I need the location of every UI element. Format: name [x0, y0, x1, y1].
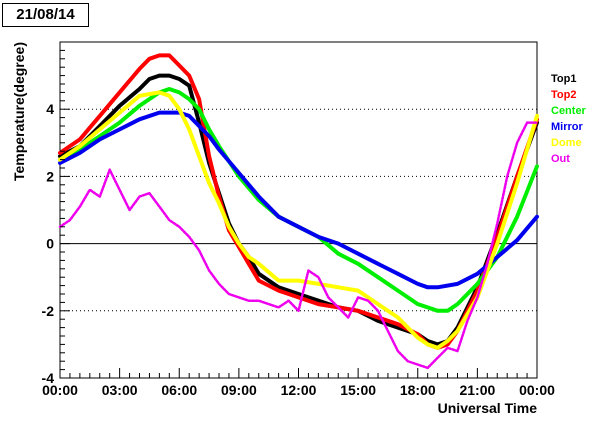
- x-tick-label: 15:00: [340, 382, 376, 398]
- y-tick-label: 0: [46, 236, 54, 252]
- legend-entry-mirror: Mirror: [551, 121, 584, 133]
- legend-entry-dome: Dome: [551, 137, 582, 149]
- y-tick-label: 2: [46, 168, 54, 184]
- x-tick-label: 12:00: [281, 382, 317, 398]
- x-tick-label: 03:00: [102, 382, 138, 398]
- legend-entry-top1: Top1: [551, 73, 576, 85]
- series-line-dome: [58, 90, 539, 350]
- series-line-mirror: [58, 110, 539, 290]
- date-label: 21/08/14: [2, 3, 89, 27]
- grid-lines: [60, 108, 537, 312]
- x-tick-label: 09:00: [221, 382, 257, 398]
- y-tick-label: -4: [42, 370, 55, 386]
- legend: Top1 Top2 Center Mirror Dome Out: [551, 73, 587, 165]
- legend-entry-top2: Top2: [551, 89, 576, 101]
- axes: 00:00 03:00 06:00 09:00 12:00 15:00 18:00 21:00…: [42, 49, 555, 398]
- y-tick-label: -2: [42, 303, 55, 319]
- x-tick-label: 00:00: [519, 382, 555, 398]
- legend-entry-center: Center: [551, 105, 587, 117]
- x-tick-label: 21:00: [459, 382, 495, 398]
- legend-entry-out: Out: [551, 153, 570, 165]
- y-axis-label: Temperature(degree): [11, 42, 27, 181]
- y-tick-label: 4: [46, 101, 54, 117]
- series-line-top2: [58, 53, 539, 350]
- series-line-top1: [58, 73, 539, 347]
- x-tick-label: 06:00: [161, 382, 197, 398]
- series-layer: [58, 53, 539, 370]
- x-axis-label: Universal Time: [438, 400, 538, 416]
- x-tick-label: 00:00: [42, 382, 78, 398]
- x-tick-label: 18:00: [400, 382, 436, 398]
- series-line-out: [58, 121, 539, 370]
